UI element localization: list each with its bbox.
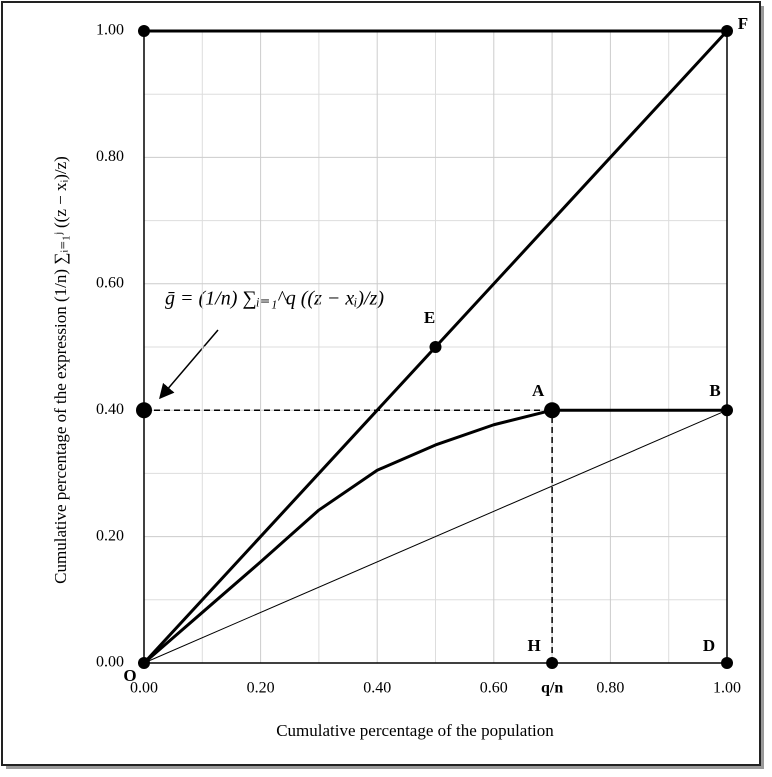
x-axis-label: Cumulative percentage of the population <box>276 721 554 740</box>
x-tick-label: 0.40 <box>363 680 391 697</box>
x-tick-label: 0.00 <box>130 680 158 697</box>
point-label: H <box>527 636 540 655</box>
y-tick-label: 0.80 <box>96 148 124 165</box>
point-label: A <box>532 381 545 400</box>
x-tick-label: 1.00 <box>713 680 741 697</box>
point <box>721 404 733 417</box>
point <box>429 341 442 353</box>
point <box>721 25 733 37</box>
frame <box>1 1 761 766</box>
annotation-arrow <box>159 329 219 400</box>
y-tick-label: 0.20 <box>96 527 124 544</box>
annotation: ḡ = (1/n) ∑ᵢ₌₁^q ((z − xᵢ)/z) <box>165 288 384 310</box>
x-tick-label: 0.20 <box>247 680 275 697</box>
line <box>143 408 727 665</box>
point <box>138 25 150 37</box>
point <box>721 657 733 669</box>
point-label: B <box>709 381 720 400</box>
y-tick-label: 0.60 <box>96 274 124 291</box>
point-label: O <box>123 666 136 685</box>
y-axis-label: Cumulative percentage of the expression … <box>51 156 70 584</box>
x-tick-label: 0.80 <box>596 680 624 697</box>
y-tick-label: 1.00 <box>96 22 124 39</box>
y-tick-label: 0.40 <box>96 401 124 418</box>
point-label: F <box>738 14 748 33</box>
point-label: E <box>424 308 435 327</box>
line <box>143 409 728 664</box>
point-label: D <box>703 636 715 655</box>
plot: 0.00 0.20 0.40 0.60 q/n 0.80 1.00 0.00 0.20 0.40 0… <box>96 14 748 697</box>
point <box>546 657 559 669</box>
point <box>138 657 150 669</box>
point <box>544 402 561 419</box>
x-tick-label: 0.60 <box>480 680 508 697</box>
y-tick-label: 0.00 <box>96 654 124 671</box>
x-tick-label: q/n <box>541 680 563 697</box>
point <box>136 402 152 419</box>
